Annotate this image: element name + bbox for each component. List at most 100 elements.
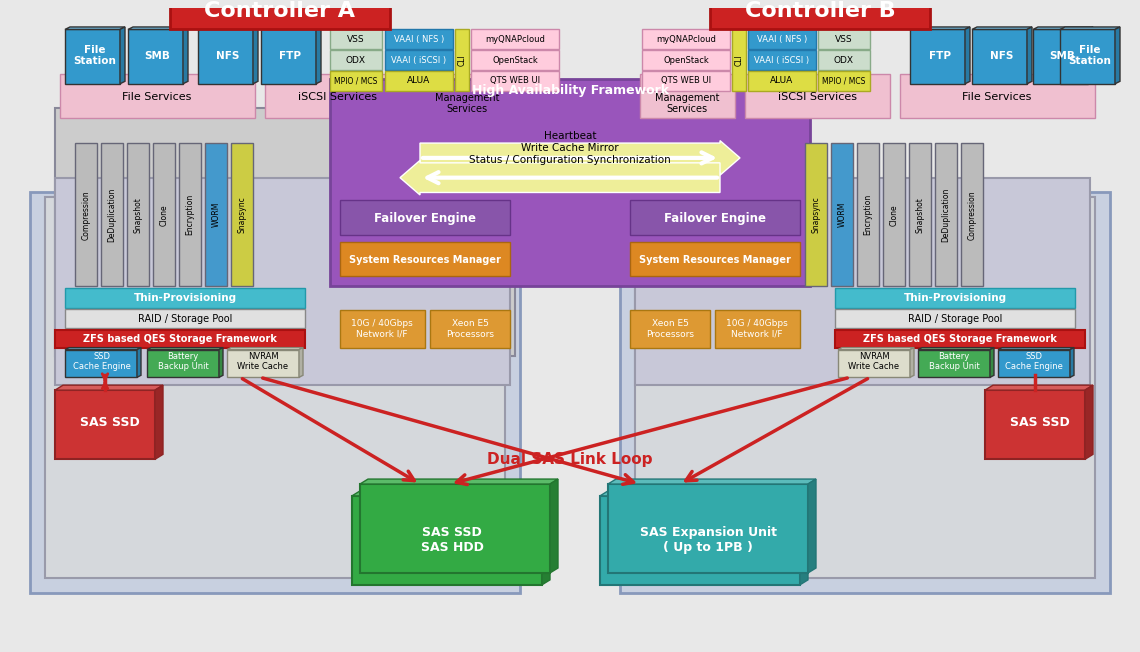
Bar — [329, 71, 382, 91]
Bar — [198, 29, 253, 83]
Bar — [1033, 29, 1088, 83]
Bar — [1060, 29, 1115, 83]
Text: Clone: Clone — [160, 204, 169, 226]
Text: ZFS based QES Storage Framework: ZFS based QES Storage Framework — [83, 334, 277, 344]
Bar — [635, 177, 1090, 385]
Bar — [55, 108, 515, 355]
Polygon shape — [1088, 27, 1093, 83]
Text: RAID / Storage Pool: RAID / Storage Pool — [907, 314, 1002, 324]
Bar — [101, 143, 123, 286]
Text: MPIO / MCS: MPIO / MCS — [822, 76, 865, 85]
Text: Encryption: Encryption — [863, 194, 872, 235]
Text: RAID / Storage Pool: RAID / Storage Pool — [138, 314, 233, 324]
Bar — [75, 143, 97, 286]
Bar — [819, 71, 870, 91]
Bar — [128, 29, 184, 83]
Text: Snapshot: Snapshot — [915, 197, 925, 233]
Bar — [153, 143, 176, 286]
Bar — [264, 74, 410, 119]
Bar — [918, 349, 990, 378]
Bar — [30, 192, 520, 593]
Text: 10G / 40Gbps
Network I/F: 10G / 40Gbps Network I/F — [351, 319, 413, 338]
Bar — [838, 349, 910, 378]
Bar — [630, 310, 710, 348]
Bar — [329, 29, 382, 49]
Bar — [642, 50, 730, 70]
Text: System Resources Manager: System Resources Manager — [640, 255, 791, 265]
Bar — [227, 349, 299, 378]
Bar — [471, 50, 559, 70]
Bar — [608, 484, 808, 573]
Text: File Services: File Services — [962, 92, 1032, 102]
Text: VAAI ( NFS ): VAAI ( NFS ) — [757, 35, 807, 44]
Text: SAS SSD: SAS SSD — [80, 416, 140, 429]
Bar — [630, 242, 800, 276]
Bar — [748, 50, 816, 70]
Bar — [360, 484, 549, 573]
Bar — [834, 309, 1075, 328]
Text: Xeon E5
Processors: Xeon E5 Processors — [446, 319, 494, 338]
Text: SAS SSD: SAS SSD — [1010, 416, 1069, 429]
Bar — [329, 50, 382, 70]
Text: File Services: File Services — [122, 92, 192, 102]
Bar — [55, 330, 306, 348]
Polygon shape — [65, 27, 125, 29]
Text: CLI: CLI — [734, 54, 743, 66]
Text: Snapsync: Snapsync — [237, 196, 246, 233]
Text: DeDuplication: DeDuplication — [107, 188, 116, 242]
Text: iSCSI Services: iSCSI Services — [298, 92, 376, 102]
Bar — [642, 29, 730, 49]
Bar — [44, 198, 505, 578]
Polygon shape — [549, 479, 557, 573]
Polygon shape — [1085, 385, 1093, 459]
Bar — [834, 330, 1085, 348]
Text: SAS Expansion Unit
( Up to 1PB ): SAS Expansion Unit ( Up to 1PB ) — [640, 526, 776, 554]
Bar — [65, 288, 306, 308]
Polygon shape — [65, 348, 141, 349]
Polygon shape — [147, 348, 223, 349]
Polygon shape — [352, 491, 549, 496]
Text: ODX: ODX — [834, 55, 854, 65]
Text: ZFS based QES Storage Framework: ZFS based QES Storage Framework — [863, 334, 1057, 344]
Bar — [385, 50, 453, 70]
Bar — [170, 0, 390, 29]
Text: CLI: CLI — [457, 54, 466, 66]
Text: FTP: FTP — [279, 51, 301, 61]
Text: Heartbeat
Write Cache Mirror
Status / Configuration Synchronization: Heartbeat Write Cache Mirror Status / Co… — [470, 132, 670, 164]
Bar — [635, 198, 1096, 578]
Bar — [471, 29, 559, 49]
Polygon shape — [1115, 27, 1119, 83]
Text: myQNAPcloud: myQNAPcloud — [484, 35, 545, 44]
Bar — [710, 0, 930, 29]
Polygon shape — [184, 27, 188, 83]
Text: VAAI ( iSCSI ): VAAI ( iSCSI ) — [391, 55, 447, 65]
Bar — [65, 349, 137, 378]
Text: File
Station: File Station — [1068, 45, 1112, 67]
Bar — [261, 29, 316, 83]
Text: VAAI ( iSCSI ): VAAI ( iSCSI ) — [755, 55, 809, 65]
Text: QTS WEB UI: QTS WEB UI — [661, 76, 711, 85]
Text: Xeon E5
Processors: Xeon E5 Processors — [646, 319, 694, 338]
Polygon shape — [227, 348, 303, 349]
Text: VAAI ( NFS ): VAAI ( NFS ) — [394, 35, 445, 44]
FancyArrow shape — [420, 141, 740, 175]
Bar — [961, 143, 983, 286]
Bar — [935, 143, 956, 286]
Text: Management
Services: Management Services — [434, 93, 499, 114]
Bar — [385, 29, 453, 49]
Text: SSD
Cache Engine: SSD Cache Engine — [1005, 352, 1062, 371]
Bar — [746, 74, 890, 119]
Text: NFS: NFS — [215, 51, 239, 61]
Bar — [340, 242, 510, 276]
Bar — [65, 309, 306, 328]
Bar — [884, 143, 905, 286]
Text: NVRAM
Write Cache: NVRAM Write Cache — [237, 352, 288, 371]
Bar — [715, 310, 800, 348]
Polygon shape — [985, 385, 1093, 390]
Text: Failover Engine: Failover Engine — [663, 212, 766, 225]
Bar — [420, 74, 515, 119]
Polygon shape — [55, 385, 163, 390]
Polygon shape — [800, 491, 808, 585]
Bar — [985, 390, 1085, 459]
Text: Clone: Clone — [889, 204, 898, 226]
